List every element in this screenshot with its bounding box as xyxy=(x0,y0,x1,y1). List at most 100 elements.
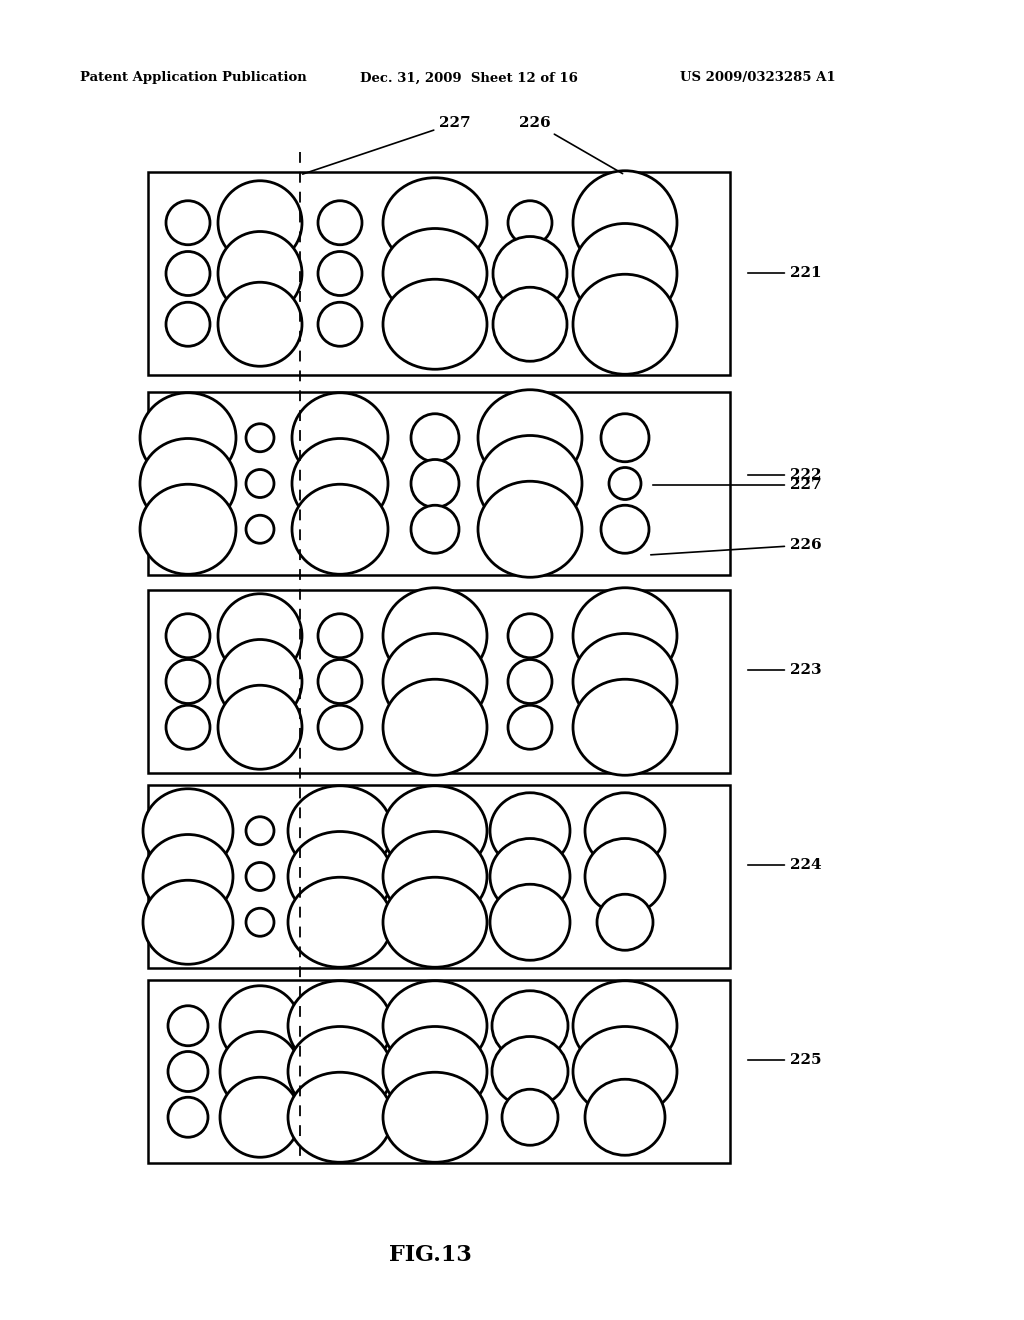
Ellipse shape xyxy=(383,634,487,730)
Bar xyxy=(148,392,730,576)
Text: US 2009/0323285 A1: US 2009/0323285 A1 xyxy=(680,71,836,84)
Ellipse shape xyxy=(220,1031,300,1111)
Ellipse shape xyxy=(573,1027,677,1117)
Ellipse shape xyxy=(383,228,487,318)
Ellipse shape xyxy=(585,793,665,869)
Text: FIG.13: FIG.13 xyxy=(389,1243,471,1266)
Ellipse shape xyxy=(573,223,677,323)
Text: Dec. 31, 2009  Sheet 12 of 16: Dec. 31, 2009 Sheet 12 of 16 xyxy=(360,71,578,84)
Ellipse shape xyxy=(166,252,210,296)
Ellipse shape xyxy=(478,389,582,486)
Ellipse shape xyxy=(573,981,677,1071)
Ellipse shape xyxy=(492,1036,568,1106)
Ellipse shape xyxy=(143,834,233,919)
Ellipse shape xyxy=(490,793,570,869)
Ellipse shape xyxy=(383,178,487,268)
Text: 226: 226 xyxy=(519,116,623,174)
Ellipse shape xyxy=(143,880,233,964)
Ellipse shape xyxy=(383,785,487,875)
Ellipse shape xyxy=(246,470,274,498)
Ellipse shape xyxy=(168,1097,208,1138)
Text: 227: 227 xyxy=(303,116,471,174)
Ellipse shape xyxy=(218,181,302,265)
Bar xyxy=(148,172,730,375)
Ellipse shape xyxy=(383,587,487,684)
Ellipse shape xyxy=(140,438,236,528)
Ellipse shape xyxy=(573,634,677,730)
Ellipse shape xyxy=(490,838,570,915)
Ellipse shape xyxy=(318,252,362,296)
Ellipse shape xyxy=(609,467,641,499)
Text: 226: 226 xyxy=(651,539,821,554)
Ellipse shape xyxy=(490,884,570,960)
Ellipse shape xyxy=(597,894,653,950)
Ellipse shape xyxy=(288,981,392,1071)
Text: 222: 222 xyxy=(748,469,821,482)
Ellipse shape xyxy=(492,991,568,1061)
Ellipse shape xyxy=(383,680,487,775)
Ellipse shape xyxy=(318,660,362,704)
Ellipse shape xyxy=(166,201,210,244)
Ellipse shape xyxy=(508,705,552,750)
Ellipse shape xyxy=(601,506,649,553)
Ellipse shape xyxy=(166,614,210,657)
Ellipse shape xyxy=(218,594,302,677)
Ellipse shape xyxy=(411,413,459,462)
Ellipse shape xyxy=(166,302,210,346)
Ellipse shape xyxy=(493,236,567,310)
Ellipse shape xyxy=(318,705,362,750)
Ellipse shape xyxy=(246,424,274,451)
Ellipse shape xyxy=(292,438,388,528)
Ellipse shape xyxy=(143,789,233,873)
Ellipse shape xyxy=(220,986,300,1065)
Ellipse shape xyxy=(318,201,362,244)
Bar xyxy=(148,979,730,1163)
Ellipse shape xyxy=(478,436,582,532)
Ellipse shape xyxy=(246,908,274,936)
Ellipse shape xyxy=(318,302,362,346)
Ellipse shape xyxy=(288,785,392,875)
Ellipse shape xyxy=(508,660,552,704)
Ellipse shape xyxy=(383,878,487,968)
Ellipse shape xyxy=(288,1027,392,1117)
Ellipse shape xyxy=(573,680,677,775)
Text: 224: 224 xyxy=(748,858,821,873)
Ellipse shape xyxy=(573,275,677,375)
Ellipse shape xyxy=(218,231,302,315)
Ellipse shape xyxy=(573,587,677,684)
Ellipse shape xyxy=(383,832,487,921)
Ellipse shape xyxy=(601,413,649,462)
Ellipse shape xyxy=(246,817,274,845)
Ellipse shape xyxy=(508,201,552,244)
Ellipse shape xyxy=(218,639,302,723)
Bar xyxy=(148,590,730,774)
Ellipse shape xyxy=(573,170,677,275)
Ellipse shape xyxy=(166,660,210,704)
Text: Patent Application Publication: Patent Application Publication xyxy=(80,71,307,84)
Ellipse shape xyxy=(383,280,487,370)
Ellipse shape xyxy=(383,1072,487,1162)
Ellipse shape xyxy=(288,832,392,921)
Ellipse shape xyxy=(383,981,487,1071)
Ellipse shape xyxy=(508,614,552,657)
Ellipse shape xyxy=(246,862,274,891)
Text: 221: 221 xyxy=(748,267,821,280)
Ellipse shape xyxy=(383,1027,487,1117)
Ellipse shape xyxy=(585,1080,665,1155)
Ellipse shape xyxy=(218,282,302,366)
Ellipse shape xyxy=(585,838,665,915)
Text: 227: 227 xyxy=(652,478,821,492)
Ellipse shape xyxy=(168,1006,208,1045)
Ellipse shape xyxy=(288,878,392,968)
Bar xyxy=(148,785,730,968)
Ellipse shape xyxy=(292,484,388,574)
Ellipse shape xyxy=(292,393,388,483)
Text: 225: 225 xyxy=(748,1053,821,1067)
Ellipse shape xyxy=(411,506,459,553)
Ellipse shape xyxy=(478,482,582,577)
Ellipse shape xyxy=(288,1072,392,1162)
Ellipse shape xyxy=(411,459,459,507)
Ellipse shape xyxy=(218,685,302,770)
Ellipse shape xyxy=(168,1052,208,1092)
Ellipse shape xyxy=(318,614,362,657)
